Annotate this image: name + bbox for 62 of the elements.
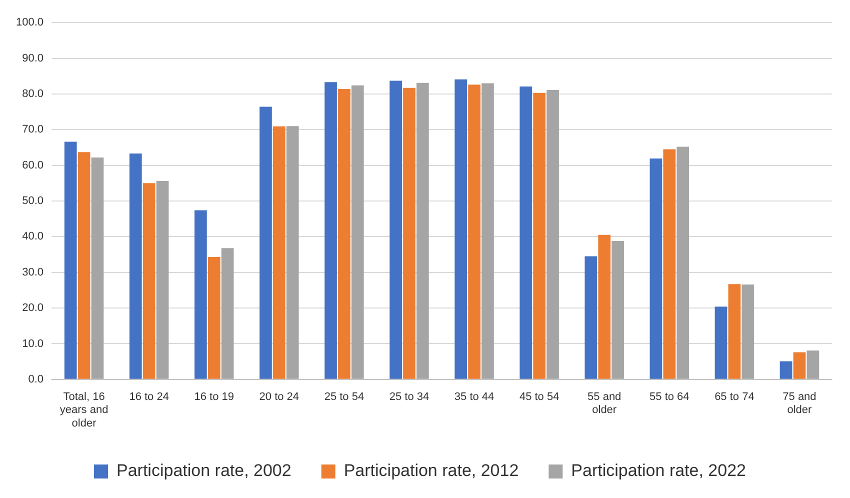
bar [142,183,156,379]
bar [416,82,429,379]
x-tick-label: Total, 16 years and older [60,391,108,430]
bar [546,90,559,379]
y-tick-label: 20.0 [22,302,44,314]
bar [482,83,494,379]
bar [260,106,272,379]
y-tick-label: 100.0 [16,16,44,29]
bar [533,92,546,379]
y-tick-label: 90.0 [22,52,44,64]
bar [403,88,416,379]
y-tick-label: 0.0 [28,373,44,386]
bar [156,181,169,379]
bar [612,240,624,379]
bar [324,82,337,379]
bar [663,149,676,379]
bar [806,350,820,379]
bar [221,248,234,379]
x-tick-label: 55 to 64 [650,391,690,404]
bar [793,352,806,379]
y-tick-label: 30.0 [22,266,44,278]
bar [676,146,690,379]
bar [338,88,350,379]
x-tick-label: 20 to 24 [259,391,300,404]
bar [91,157,104,379]
x-tick-label: 45 to 54 [519,391,560,404]
bar [272,126,286,379]
x-tick-label: 35 to 44 [454,391,494,404]
bar [714,306,728,379]
bar [598,234,611,379]
bar [129,154,142,379]
bar [584,256,598,379]
bar [208,257,220,379]
bar [650,158,662,379]
bar [454,79,468,379]
bar [390,80,402,379]
legend-label: Participation rate, 2012 [344,461,519,480]
x-tick-label: 25 to 54 [324,391,364,404]
bar [468,84,480,379]
y-tick-label: 10.0 [22,338,44,350]
x-tick-label: 25 to 34 [389,391,430,404]
legend-label: Participation rate, 2002 [116,461,292,480]
bar [520,86,532,379]
bar [64,142,77,379]
bar [780,361,792,379]
y-tick-label: 70.0 [22,124,44,136]
x-tick-label: 55 and older [588,391,622,416]
y-tick-label: 40.0 [22,230,44,243]
bar [194,210,207,379]
x-tick-label: 75 and older [782,391,816,416]
y-tick-label: 50.0 [22,195,44,208]
bar [742,284,754,379]
x-tick-label: 65 to 74 [714,391,754,404]
x-tick-label: 16 to 24 [129,391,169,404]
bar [78,152,90,379]
y-tick-label: 60.0 [22,159,44,172]
bar [286,126,299,379]
x-tick-label: 16 to 19 [194,391,234,404]
y-tick-label: 80.0 [22,88,44,100]
bar [351,85,364,379]
bar [728,284,741,379]
legend-label: Participation rate, 2022 [571,461,746,480]
